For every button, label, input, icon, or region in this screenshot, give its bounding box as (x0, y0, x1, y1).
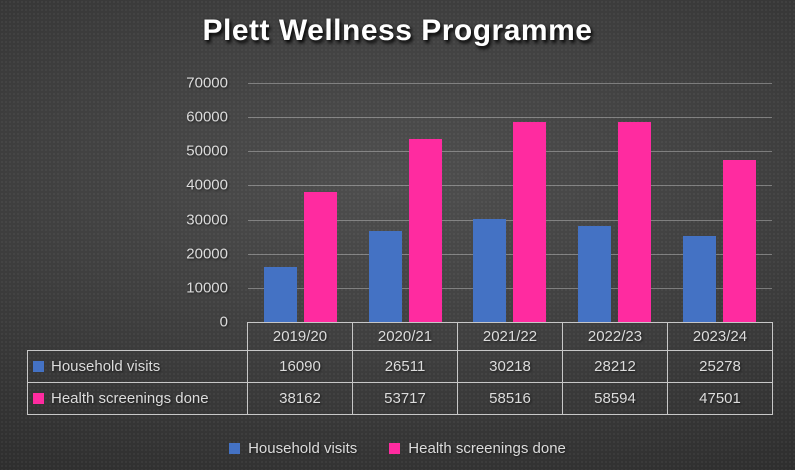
gridline (248, 185, 772, 187)
bar-health-screenings-done-2020-21 (408, 138, 442, 322)
bar-household-visits-2021-22 (473, 218, 507, 322)
bar-household-visits-2022-23 (578, 225, 612, 322)
table-corner-cell (28, 323, 248, 351)
y-axis-tick-label: 50000 (186, 142, 228, 160)
legend-item: Health screenings done (389, 440, 566, 457)
y-axis-tick-label: 0 (219, 313, 228, 331)
table-value-cell: 38162 (247, 382, 353, 415)
legend-label: Health screenings done (408, 440, 566, 457)
gridline (248, 83, 772, 84)
table-category-header: 2021/22 (457, 322, 563, 351)
table-category-header: 2022/23 (562, 322, 668, 351)
table-row: Household visits 16090 26511 30218 28212 2527… (27, 350, 773, 383)
y-axis-tick-label: 20000 (186, 245, 228, 263)
gridline (248, 287, 772, 289)
gridline (248, 253, 772, 255)
table-value-cell: 25278 (667, 350, 773, 383)
table-value-cell: 58516 (457, 382, 563, 415)
table-header-row: 2019/20 2020/21 2021/22 2022/23 2023/24 (28, 322, 773, 351)
plot-area (248, 83, 772, 322)
table-category-header: 2023/24 (667, 322, 773, 351)
table-category-header: 2019/20 (247, 322, 353, 351)
bar-household-visits-2023-24 (683, 235, 717, 322)
table-series-label: Household visits (27, 350, 248, 383)
table-category-header: 2020/21 (352, 322, 458, 351)
gridline (248, 219, 772, 221)
y-axis-tick-label: 60000 (186, 108, 228, 126)
table-value-cell: 53717 (352, 382, 458, 415)
series-swatch-icon (33, 393, 44, 404)
bar-group-2020-21 (353, 83, 458, 322)
legend-item: Household visits (229, 440, 357, 457)
table-value-cell: 26511 (352, 350, 458, 383)
y-axis-tick-label: 70000 (186, 74, 228, 92)
y-axis-tick-label: 10000 (186, 279, 228, 297)
legend-swatch-icon (229, 443, 241, 454)
bar-group-2019-20 (248, 83, 353, 322)
legend-swatch-icon (389, 443, 401, 454)
y-axis-labels: 0 10000 20000 30000 40000 50000 60000 70000 (150, 75, 238, 331)
table-value-cell: 28212 (562, 350, 668, 383)
chart-title: Plett Wellness Programme (202, 14, 593, 47)
table-row: Health screenings done 38162 53717 58516 585… (27, 382, 773, 415)
bar-health-screenings-done-2021-22 (513, 122, 547, 322)
bar-health-screenings-done-2019-20 (303, 191, 337, 322)
series-swatch-icon (33, 361, 44, 372)
y-axis-tick-label: 30000 (186, 211, 228, 229)
bar-household-visits-2019-20 (263, 267, 297, 322)
chart-data-table: 2019/20 2020/21 2021/22 2022/23 2023/24 House… (27, 322, 773, 415)
bar-health-screenings-done-2023-24 (723, 159, 757, 322)
table-value-cell: 47501 (667, 382, 773, 415)
bar-health-screenings-done-2022-23 (618, 121, 652, 322)
y-axis-tick-label: 40000 (186, 176, 228, 194)
chart-legend: Household visits Health screenings done (0, 440, 795, 457)
table-series-label: Health screenings done (27, 382, 248, 415)
bar-group-2023-24 (667, 83, 772, 322)
table-value-cell: 58594 (562, 382, 668, 415)
table-value-cell: 16090 (247, 350, 353, 383)
bar-group-2021-22 (458, 83, 563, 322)
bar-group-2022-23 (562, 83, 667, 322)
legend-label: Household visits (248, 440, 358, 457)
gridline (248, 117, 772, 119)
bar-household-visits-2020-21 (368, 231, 402, 322)
gridline (248, 151, 772, 153)
table-value-cell: 30218 (457, 350, 563, 383)
